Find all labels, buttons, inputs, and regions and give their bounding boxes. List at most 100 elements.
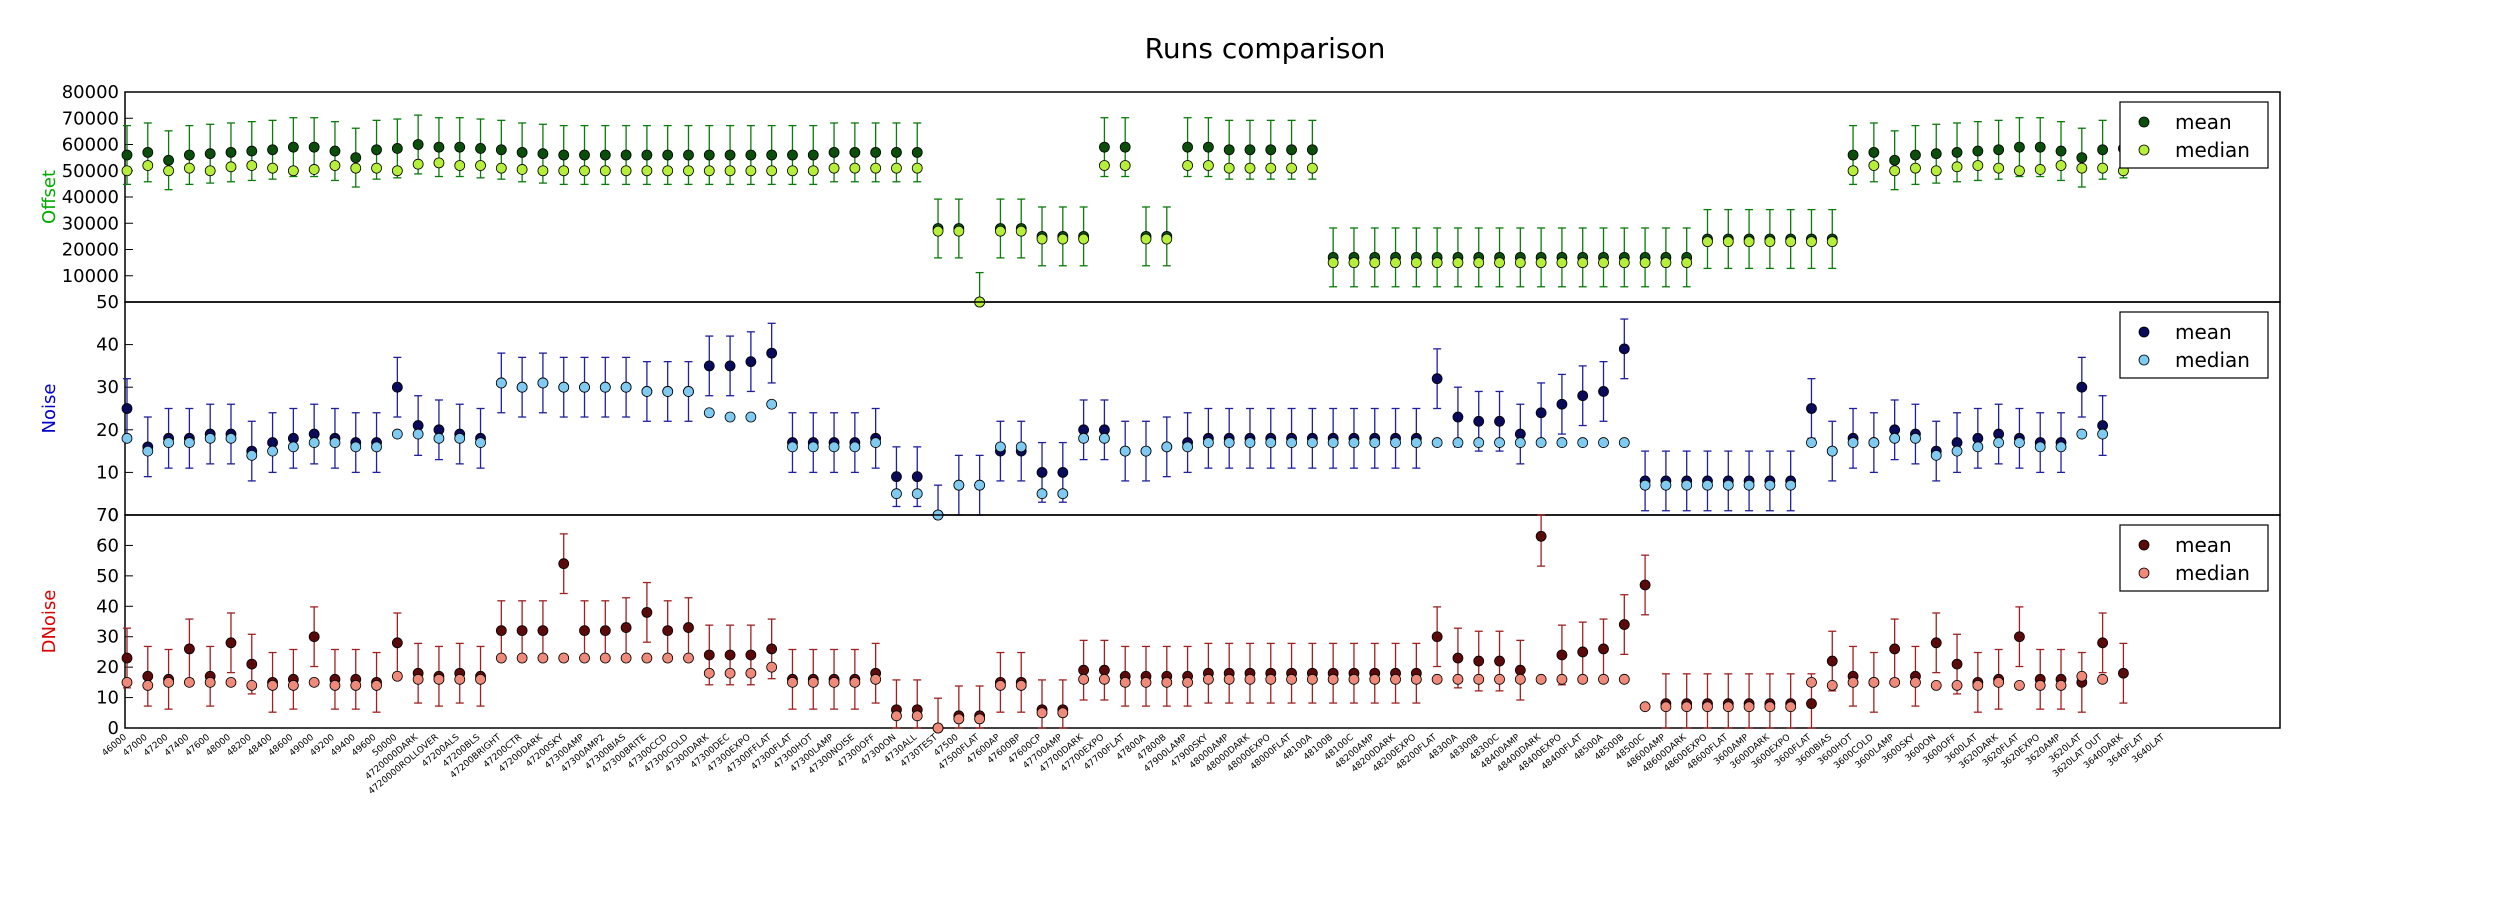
median-point bbox=[225, 161, 237, 173]
median-point bbox=[1951, 161, 1963, 173]
mean-point bbox=[1431, 373, 1443, 385]
mean-point bbox=[2055, 145, 2067, 157]
median-point bbox=[204, 676, 216, 688]
median-point bbox=[454, 673, 466, 685]
median-point bbox=[1265, 673, 1277, 685]
median-point bbox=[1348, 257, 1360, 269]
median-point bbox=[1806, 236, 1817, 248]
median-point bbox=[599, 165, 611, 177]
median-point bbox=[620, 652, 632, 664]
median-point bbox=[1473, 437, 1485, 448]
median-point bbox=[1223, 162, 1235, 174]
legend-label: mean bbox=[2175, 533, 2232, 557]
median-point bbox=[1764, 701, 1776, 713]
mean-point bbox=[2097, 144, 2109, 156]
median-point bbox=[1806, 437, 1817, 448]
median-point bbox=[1660, 479, 1672, 491]
median-point bbox=[1182, 160, 1193, 171]
median-point bbox=[2076, 162, 2088, 174]
median-point bbox=[995, 680, 1006, 691]
median-point bbox=[620, 381, 632, 393]
median-point bbox=[1286, 162, 1297, 174]
median-point bbox=[454, 160, 466, 171]
median-point bbox=[1743, 701, 1755, 713]
mean-point bbox=[2118, 667, 2129, 679]
median-point bbox=[287, 441, 299, 453]
mean-point bbox=[1099, 141, 1110, 153]
mean-point bbox=[246, 145, 258, 157]
median-point bbox=[246, 680, 258, 691]
chart-title: Runs comparison bbox=[1145, 32, 1386, 65]
median-point bbox=[1702, 236, 1713, 248]
median-point bbox=[1514, 437, 1526, 448]
mean-point bbox=[911, 471, 923, 483]
median-point bbox=[1722, 701, 1734, 713]
mean-point bbox=[766, 149, 778, 161]
median-point bbox=[308, 164, 320, 175]
median-point bbox=[163, 165, 174, 177]
median-point bbox=[828, 676, 840, 688]
legend-label: mean bbox=[2175, 110, 2232, 134]
median-point bbox=[1202, 160, 1214, 171]
median-point bbox=[1598, 257, 1609, 269]
median-point bbox=[1535, 673, 1547, 685]
panel-frame bbox=[124, 301, 2281, 516]
mean-point bbox=[1223, 144, 1235, 156]
median-point bbox=[142, 160, 154, 171]
median-point bbox=[163, 437, 174, 448]
panel-dnoise: 0 10 20 30 40 50 60 70 DNoise mean median bbox=[39, 505, 2281, 739]
y-tick-label: 30 bbox=[96, 627, 119, 648]
mean-point bbox=[1535, 530, 1547, 542]
mean-point bbox=[1244, 144, 1256, 156]
median-point bbox=[1535, 437, 1547, 448]
median-point bbox=[579, 652, 590, 664]
median-point bbox=[1119, 676, 1131, 688]
mean-point bbox=[537, 148, 549, 160]
panel-noise: 0 10 20 30 40 50 Noise mean median bbox=[39, 292, 2281, 526]
median-point bbox=[1660, 257, 1672, 269]
mean-point bbox=[329, 145, 341, 157]
mean-point bbox=[745, 149, 757, 161]
mean-point bbox=[1806, 698, 1817, 710]
median-point bbox=[1494, 257, 1505, 269]
mean-point bbox=[724, 649, 736, 661]
median-point bbox=[1410, 437, 1422, 448]
mean-point bbox=[225, 637, 237, 649]
median-point bbox=[1951, 445, 1963, 457]
median-point bbox=[1722, 479, 1734, 491]
mean-point bbox=[308, 141, 320, 153]
median-point bbox=[766, 661, 778, 673]
mean-point bbox=[1514, 664, 1526, 676]
median-point bbox=[433, 673, 445, 685]
mean-point bbox=[766, 643, 778, 655]
median-point bbox=[1306, 673, 1318, 685]
median-point bbox=[433, 432, 445, 444]
median-point bbox=[599, 652, 611, 664]
median-point bbox=[495, 162, 507, 174]
median-point bbox=[2055, 160, 2067, 171]
median-point bbox=[1036, 488, 1048, 500]
median-point bbox=[1764, 236, 1776, 248]
y-tick-label: 50 bbox=[96, 566, 119, 587]
mean-point bbox=[745, 356, 757, 368]
median-point bbox=[1494, 673, 1505, 685]
mean-point bbox=[828, 146, 840, 158]
median-point bbox=[1972, 160, 1984, 171]
median-point bbox=[1452, 673, 1464, 685]
median-point bbox=[724, 165, 736, 177]
median-point bbox=[1598, 673, 1609, 685]
median-point bbox=[225, 676, 237, 688]
mean-point bbox=[1036, 466, 1048, 478]
median-point bbox=[1140, 676, 1152, 688]
median-point bbox=[1868, 676, 1880, 688]
mean-point bbox=[1473, 655, 1485, 667]
median-point bbox=[1993, 162, 2005, 174]
median-point bbox=[1910, 676, 1921, 688]
mean-point bbox=[1826, 655, 1838, 667]
mean-point bbox=[433, 141, 445, 153]
median-point bbox=[1930, 680, 1942, 691]
y-tick-label: 40 bbox=[96, 335, 119, 356]
median-point bbox=[1431, 673, 1443, 685]
median-point bbox=[1889, 432, 1901, 444]
mean-point bbox=[163, 154, 174, 166]
